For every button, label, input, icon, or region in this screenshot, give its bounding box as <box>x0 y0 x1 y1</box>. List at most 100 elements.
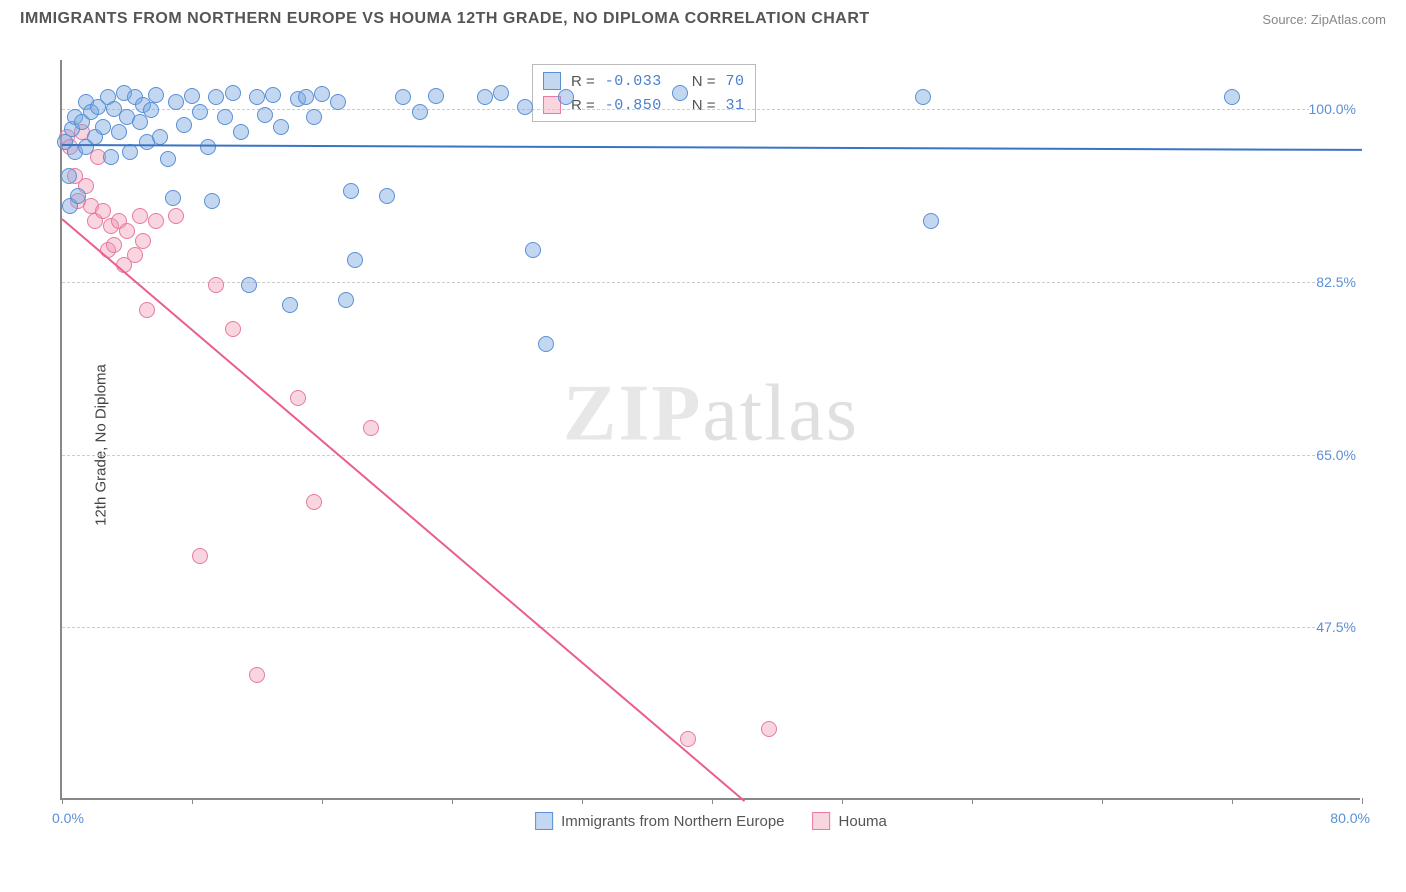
data-point <box>412 104 428 120</box>
x-tick-mark <box>322 798 323 804</box>
x-tick-mark <box>192 798 193 804</box>
data-point <box>517 99 533 115</box>
n-value-blue: 70 <box>726 73 745 90</box>
data-point <box>538 336 554 352</box>
legend-label-pink: Houma <box>839 813 887 830</box>
data-point <box>61 168 77 184</box>
data-point <box>395 89 411 105</box>
data-point <box>148 213 164 229</box>
data-point <box>95 203 111 219</box>
data-point <box>204 193 220 209</box>
y-tick-label: 82.5% <box>1316 274 1362 290</box>
data-point <box>525 242 541 258</box>
data-point <box>152 129 168 145</box>
x-tick-mark <box>62 798 63 804</box>
data-point <box>249 89 265 105</box>
data-point <box>225 321 241 337</box>
data-point <box>273 119 289 135</box>
x-axis-min-label: 0.0% <box>52 810 84 826</box>
data-point <box>915 89 931 105</box>
data-point <box>379 188 395 204</box>
gridline-h <box>62 455 1360 456</box>
data-point <box>225 85 241 101</box>
data-point <box>241 277 257 293</box>
x-tick-mark <box>972 798 973 804</box>
legend-item-blue: Immigrants from Northern Europe <box>535 812 784 830</box>
data-point <box>119 223 135 239</box>
data-point <box>168 94 184 110</box>
data-point <box>70 188 86 204</box>
data-point <box>1224 89 1240 105</box>
data-point <box>217 109 233 125</box>
n-label: N = <box>692 97 716 114</box>
data-point <box>363 420 379 436</box>
data-point <box>106 237 122 253</box>
legend-label-blue: Immigrants from Northern Europe <box>561 813 784 830</box>
x-tick-mark <box>582 798 583 804</box>
data-point <box>135 233 151 249</box>
data-point <box>343 183 359 199</box>
data-point <box>338 292 354 308</box>
y-tick-label: 65.0% <box>1316 447 1362 463</box>
data-point <box>249 667 265 683</box>
n-label: N = <box>692 73 716 90</box>
source: Source: ZipAtlas.com <box>1262 12 1386 27</box>
data-point <box>761 721 777 737</box>
r-label: R = <box>571 73 595 90</box>
r-label: R = <box>571 97 595 114</box>
data-point <box>132 208 148 224</box>
chart-container: 12th Grade, No Diploma ZIPatlas R = -0.0… <box>50 50 1386 840</box>
data-point <box>192 104 208 120</box>
data-point <box>111 124 127 140</box>
data-point <box>314 86 330 102</box>
data-point <box>160 151 176 167</box>
gridline-h <box>62 109 1360 110</box>
data-point <box>176 117 192 133</box>
data-point <box>306 494 322 510</box>
data-point <box>477 89 493 105</box>
y-tick-label: 47.5% <box>1316 619 1362 635</box>
trend-line <box>61 218 745 802</box>
chart-title: IMMIGRANTS FROM NORTHERN EUROPE VS HOUMA… <box>20 10 870 28</box>
data-point <box>208 277 224 293</box>
data-point <box>192 548 208 564</box>
r-value-pink: -0.850 <box>605 97 662 114</box>
watermark-right: atlas <box>702 370 859 458</box>
watermark-left: ZIP <box>563 370 702 458</box>
x-tick-mark <box>712 798 713 804</box>
data-point <box>680 731 696 747</box>
x-tick-mark <box>1362 798 1363 804</box>
watermark: ZIPatlas <box>563 369 859 460</box>
data-point <box>165 190 181 206</box>
data-point <box>233 124 249 140</box>
trend-line <box>62 144 1362 151</box>
data-point <box>148 87 164 103</box>
data-point <box>923 213 939 229</box>
data-point <box>103 149 119 165</box>
source-name[interactable]: ZipAtlas.com <box>1311 12 1386 27</box>
data-point <box>200 139 216 155</box>
data-point <box>298 89 314 105</box>
data-point <box>127 247 143 263</box>
data-point <box>265 87 281 103</box>
source-label: Source: <box>1262 12 1307 27</box>
swatch-blue-icon <box>535 812 553 830</box>
data-point <box>428 88 444 104</box>
data-point <box>95 119 111 135</box>
swatch-blue <box>543 72 561 90</box>
data-point <box>143 102 159 118</box>
series-legend: Immigrants from Northern Europe Houma <box>535 812 887 830</box>
legend-item-pink: Houma <box>813 812 887 830</box>
x-tick-mark <box>842 798 843 804</box>
x-tick-mark <box>1102 798 1103 804</box>
x-tick-mark <box>1232 798 1233 804</box>
data-point <box>493 85 509 101</box>
data-point <box>347 252 363 268</box>
n-value-pink: 31 <box>726 97 745 114</box>
header: IMMIGRANTS FROM NORTHERN EUROPE VS HOUMA… <box>0 0 1406 33</box>
data-point <box>139 302 155 318</box>
swatch-pink-icon <box>813 812 831 830</box>
x-axis-max-label: 80.0% <box>1330 810 1370 826</box>
legend-row-blue: R = -0.033 N = 70 <box>543 69 745 93</box>
data-point <box>672 85 688 101</box>
